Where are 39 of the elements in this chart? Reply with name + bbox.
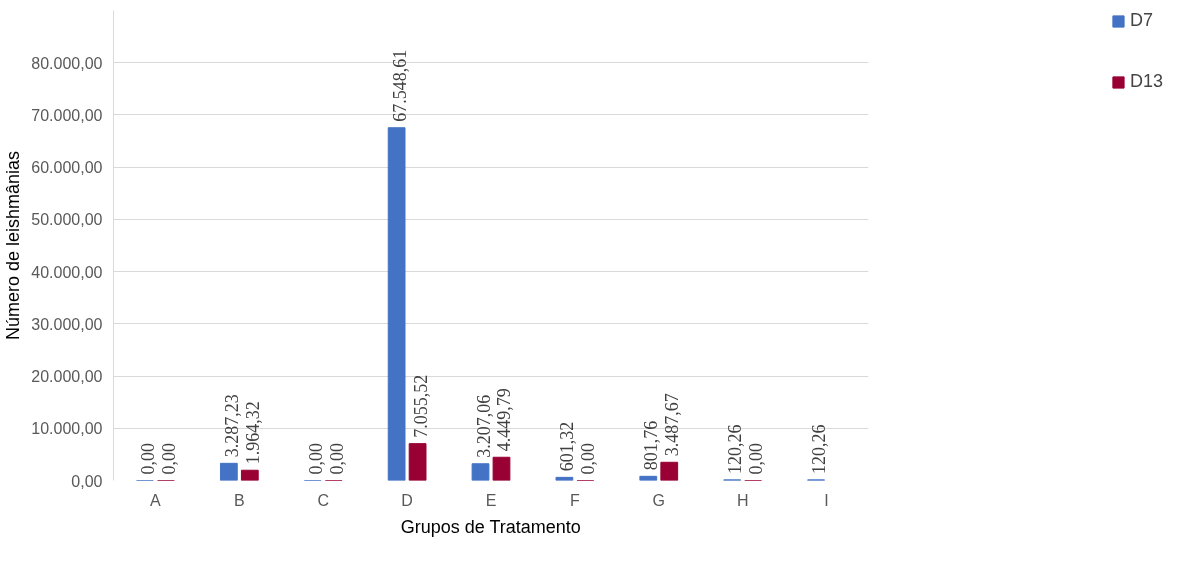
x-tick-label: G bbox=[652, 491, 666, 509]
y-tick-label: 40.000,00 bbox=[31, 263, 103, 281]
x-tick-label: D bbox=[401, 491, 413, 509]
y-tick-label: 70.000,00 bbox=[31, 106, 103, 124]
data-label: 3.487,67 bbox=[662, 393, 683, 457]
data-label: 0,00 bbox=[326, 443, 347, 475]
data-label: 4.449,79 bbox=[494, 388, 515, 452]
y-tick-label: 50.000,00 bbox=[31, 211, 103, 229]
data-label: 0,00 bbox=[305, 443, 326, 475]
data-label: 1.964,32 bbox=[242, 401, 263, 465]
legend-label: D7 bbox=[1129, 10, 1153, 31]
x-axis-title: Grupos de Tratamento bbox=[400, 516, 581, 537]
x-tick-label: I bbox=[824, 491, 829, 509]
y-tick-label: 20.000,00 bbox=[31, 368, 103, 386]
y-tick-label: 0,00 bbox=[71, 472, 103, 490]
data-label: 120,26 bbox=[809, 424, 830, 474]
data-label: 67.548,61 bbox=[389, 49, 410, 122]
data-label: 3.207,06 bbox=[473, 394, 494, 458]
data-label: 601,32 bbox=[557, 421, 578, 472]
data-label: 120,26 bbox=[725, 424, 746, 474]
y-tick-label: 10.000,00 bbox=[31, 420, 103, 438]
x-tick-label: H bbox=[736, 491, 749, 509]
data-label: 3.287,23 bbox=[221, 394, 242, 458]
y-tick-label: 80.000,00 bbox=[31, 54, 103, 72]
x-tick-label: B bbox=[234, 491, 245, 509]
data-label: 0,00 bbox=[746, 443, 767, 475]
y-axis-title: Número de leishmânias bbox=[3, 150, 24, 341]
x-tick-label: A bbox=[150, 491, 162, 509]
y-tick-label: 30.000,00 bbox=[31, 315, 103, 333]
data-label: 0,00 bbox=[578, 443, 599, 475]
x-tick-label: F bbox=[570, 491, 580, 509]
data-label: 7.055,52 bbox=[410, 374, 431, 438]
data-label: 801,76 bbox=[641, 420, 662, 471]
data-label: 0,00 bbox=[158, 443, 179, 475]
x-tick-label: E bbox=[485, 491, 497, 509]
data-label: 0,00 bbox=[137, 443, 158, 475]
legend-label: D13 bbox=[1129, 71, 1164, 92]
y-tick-label: 60.000,00 bbox=[31, 159, 103, 177]
x-tick-label: C bbox=[317, 491, 330, 509]
